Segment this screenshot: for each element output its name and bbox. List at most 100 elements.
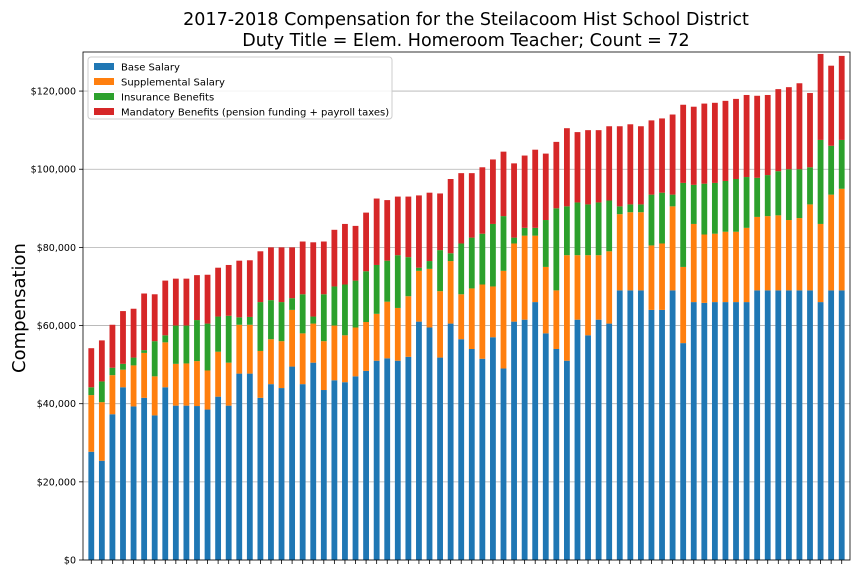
bar-segment-insurance-benefits: [775, 171, 782, 216]
bar-segment-mandatory-benefits: [828, 65, 835, 146]
y-tick-label: $80,000: [37, 243, 76, 254]
bar-segment-insurance-benefits: [680, 182, 687, 267]
bar-segment-mandatory-benefits: [669, 114, 676, 195]
bar-segment-insurance-benefits: [257, 302, 264, 351]
bar-segment-insurance-benefits: [236, 317, 243, 325]
bar-segment-mandatory-benefits: [109, 324, 116, 368]
bar-segment-mandatory-benefits: [722, 100, 729, 181]
bar-segment-base-salary: [490, 337, 496, 560]
bar-segment-supplemental-salary: [743, 227, 750, 303]
bar-segment-mandatory-benefits: [574, 132, 581, 203]
bar-segment-base-salary: [659, 309, 665, 560]
legend-swatch: [94, 63, 114, 70]
bar-segment-mandatory-benefits: [151, 294, 158, 342]
bar-segment-mandatory-benefits: [278, 247, 285, 303]
bar-segment-insurance-benefits: [828, 145, 835, 195]
bar-segment-insurance-benefits: [151, 341, 158, 377]
y-tick-labels: $0 $20,000 $40,000 $60,000 $80,000 $100,000 $1…: [31, 87, 83, 567]
bar-segment-insurance-benefits: [648, 194, 655, 246]
bar-segment-supplemental-salary: [320, 341, 327, 391]
bar-segment-insurance-benefits: [595, 202, 602, 256]
bar-segment-supplemental-salary: [616, 214, 623, 291]
bar-segment-insurance-benefits: [637, 204, 644, 213]
bar-segment-mandatory-benefits: [246, 260, 253, 317]
bar-segment-base-salary: [828, 290, 835, 560]
bar-segment-mandatory-benefits: [754, 95, 761, 178]
bar-segment-mandatory-benefits: [98, 340, 105, 382]
bar-segment-base-salary: [627, 290, 634, 560]
bar-segment-supplemental-salary: [796, 218, 803, 291]
bar-segment-supplemental-salary: [225, 362, 232, 406]
bar-segment-mandatory-benefits: [796, 83, 803, 170]
bar-segment-insurance-benefits: [585, 204, 591, 256]
bar-segment-insurance-benefits: [352, 280, 359, 328]
bar-segment-supplemental-salary: [352, 327, 359, 377]
bar-segment-supplemental-salary: [764, 216, 771, 291]
bar-segment-base-salary: [257, 397, 264, 560]
bar-segment-base-salary: [754, 290, 761, 560]
bar-segment-supplemental-salary: [785, 220, 792, 291]
bar-segment-base-salary: [796, 290, 803, 560]
bar-segment-base-salary: [416, 321, 422, 560]
chart-subtitle: Duty Title = Elem. Homeroom Teacher; Cou…: [242, 31, 689, 51]
bar-segment-base-salary: [310, 362, 317, 560]
bar-segment-insurance-benefits: [796, 169, 803, 219]
bar-segment-insurance-benefits: [479, 233, 486, 285]
bar-segment-base-salary: [109, 414, 116, 560]
bar-segment-insurance-benefits: [215, 316, 222, 352]
bar-segment-base-salary: [500, 368, 507, 560]
bar-segment-base-salary: [701, 302, 708, 560]
bar-segment-mandatory-benefits: [542, 153, 549, 221]
bar-segment-mandatory-benefits: [764, 94, 771, 176]
bar-segment-mandatory-benefits: [511, 163, 517, 238]
bar-segment-insurance-benefits: [553, 208, 560, 291]
bar-segment-base-salary: [384, 358, 391, 560]
bar-segment-supplemental-salary: [363, 322, 369, 371]
legend-swatch: [94, 93, 114, 100]
bar-segment-supplemental-salary: [458, 294, 465, 340]
bar-segment-supplemental-salary: [236, 324, 243, 374]
bar-segment-mandatory-benefits: [595, 130, 602, 203]
bar-segment-mandatory-benefits: [564, 128, 570, 207]
bar-segment-supplemental-salary: [141, 352, 148, 398]
bar-segment-supplemental-salary: [299, 333, 306, 385]
bar-segment-insurance-benefits: [532, 227, 539, 236]
bar-segment-base-salary: [542, 333, 549, 560]
bar-segment-insurance-benefits: [268, 300, 274, 340]
bar-segment-supplemental-salary: [479, 284, 486, 359]
bar-segment-insurance-benefits: [289, 298, 296, 310]
bar-segment-insurance-benefits: [733, 179, 739, 232]
bar-segment-supplemental-salary: [257, 350, 264, 398]
bar-segment-mandatory-benefits: [204, 274, 211, 324]
bar-segment-mandatory-benefits: [775, 89, 782, 172]
bar-segment-mandatory-benefits: [648, 120, 655, 195]
bar-segment-supplemental-salary: [98, 402, 105, 461]
bar-segment-mandatory-benefits: [363, 212, 369, 272]
bar-segment-insurance-benefits: [564, 206, 570, 256]
bar-segment-insurance-benefits: [711, 182, 718, 234]
bar-segment-mandatory-benefits: [785, 87, 792, 170]
bar-segment-insurance-benefits: [447, 253, 454, 262]
bar-segment-insurance-benefits: [669, 194, 676, 207]
bar-segment-mandatory-benefits: [257, 251, 264, 303]
bar-segment-insurance-benefits: [88, 387, 95, 396]
bar-segment-mandatory-benefits: [521, 155, 528, 228]
bar-segment-base-salary: [352, 376, 359, 560]
bar-segment-base-salary: [141, 397, 148, 560]
bar-segment-base-salary: [764, 290, 771, 560]
bar-segment-base-salary: [289, 366, 296, 560]
bar-segment-mandatory-benefits: [532, 149, 539, 228]
bar-segment-mandatory-benefits: [711, 102, 718, 183]
bar-segment-base-salary: [405, 356, 412, 560]
bar-segment-mandatory-benefits: [289, 247, 296, 299]
legend-label: Insurance Benefits: [121, 93, 214, 104]
bar-segment-base-salary: [648, 309, 655, 560]
bar-segment-supplemental-salary: [246, 324, 253, 374]
legend: Base Salary Supplemental Salary Insurance …: [87, 56, 393, 120]
bar-segment-insurance-benefits: [299, 294, 306, 334]
bar-segment-supplemental-salary: [828, 194, 835, 291]
bar-segment-mandatory-benefits: [194, 275, 200, 321]
legend-swatch: [94, 78, 114, 85]
bar-segment-insurance-benefits: [574, 202, 581, 256]
